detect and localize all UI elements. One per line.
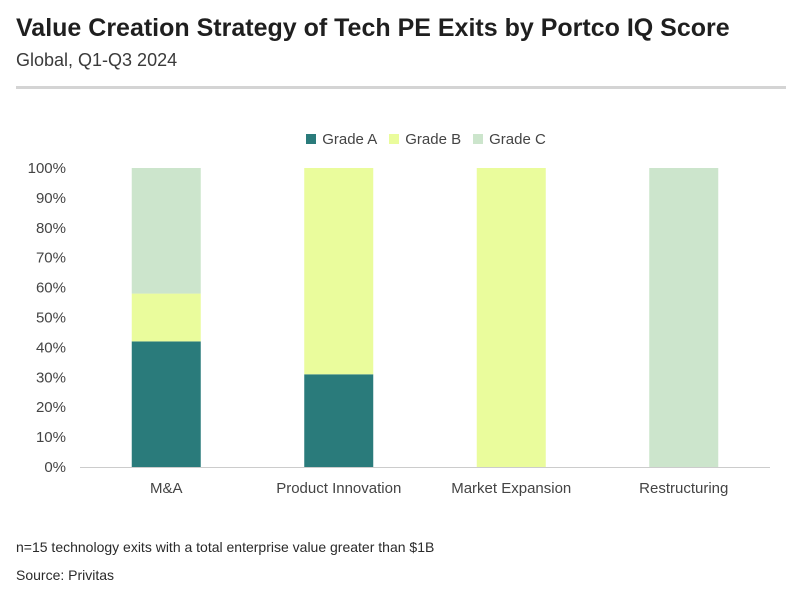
- y-tick-label: 80%: [36, 220, 66, 237]
- bar-segment-grade-c: [649, 168, 719, 467]
- y-tick-label: 70%: [36, 250, 66, 267]
- bar-segment-grade-b: [131, 293, 201, 342]
- y-tick-label: 10%: [36, 429, 66, 446]
- y-tick-label: 90%: [36, 190, 66, 207]
- y-tick-label: 50%: [36, 310, 66, 327]
- stacked-bar-chart: 0% 10% 20% 30% 40% 50% 60% 70% 80% 90% 100% M&A Prod…: [28, 160, 770, 497]
- bar-segment-grade-c: [131, 168, 201, 294]
- legend-label-grade-b: Grade B: [405, 130, 462, 148]
- title-divider: [16, 86, 786, 89]
- y-tick-label: 30%: [36, 369, 66, 386]
- x-tick-label: M&A: [150, 480, 183, 497]
- chart-title: Value Creation Strategy of Tech PE Exits…: [16, 14, 730, 42]
- legend-item-grade-a: Grade A: [306, 131, 377, 148]
- chart-legend: Grade A Grade B Grade C: [0, 129, 800, 149]
- x-tick-label: Product Innovation: [276, 480, 401, 497]
- legend-swatch-grade-b: [389, 134, 400, 144]
- legend-swatch-grade-a: [306, 134, 317, 144]
- x-tick-label: Restructuring: [639, 480, 728, 497]
- legend-label-grade-c: Grade C: [489, 130, 546, 148]
- chart-subtitle: Global, Q1-Q3 2024: [16, 50, 178, 70]
- source-note: Source: Privitas: [16, 567, 115, 583]
- y-tick-label: 60%: [36, 280, 66, 297]
- legend-item-grade-c: Grade C: [473, 131, 546, 148]
- legend-item-grade-b: Grade B: [389, 131, 461, 148]
- x-tick-label: Market Expansion: [451, 480, 571, 497]
- bar-segment-grade-b: [304, 168, 374, 375]
- bar-segment-grade-a: [304, 374, 374, 467]
- y-tick-label: 20%: [36, 399, 66, 416]
- y-tick-label: 0%: [44, 459, 66, 476]
- bar-segment-grade-a: [131, 341, 201, 467]
- y-tick-label: 100%: [28, 160, 66, 177]
- bar-segment-grade-b: [476, 168, 546, 467]
- footnote: n=15 technology exits with a total enter…: [16, 539, 435, 555]
- y-tick-label: 40%: [36, 339, 66, 356]
- legend-swatch-grade-c: [473, 134, 484, 144]
- legend-label-grade-a: Grade A: [322, 130, 378, 148]
